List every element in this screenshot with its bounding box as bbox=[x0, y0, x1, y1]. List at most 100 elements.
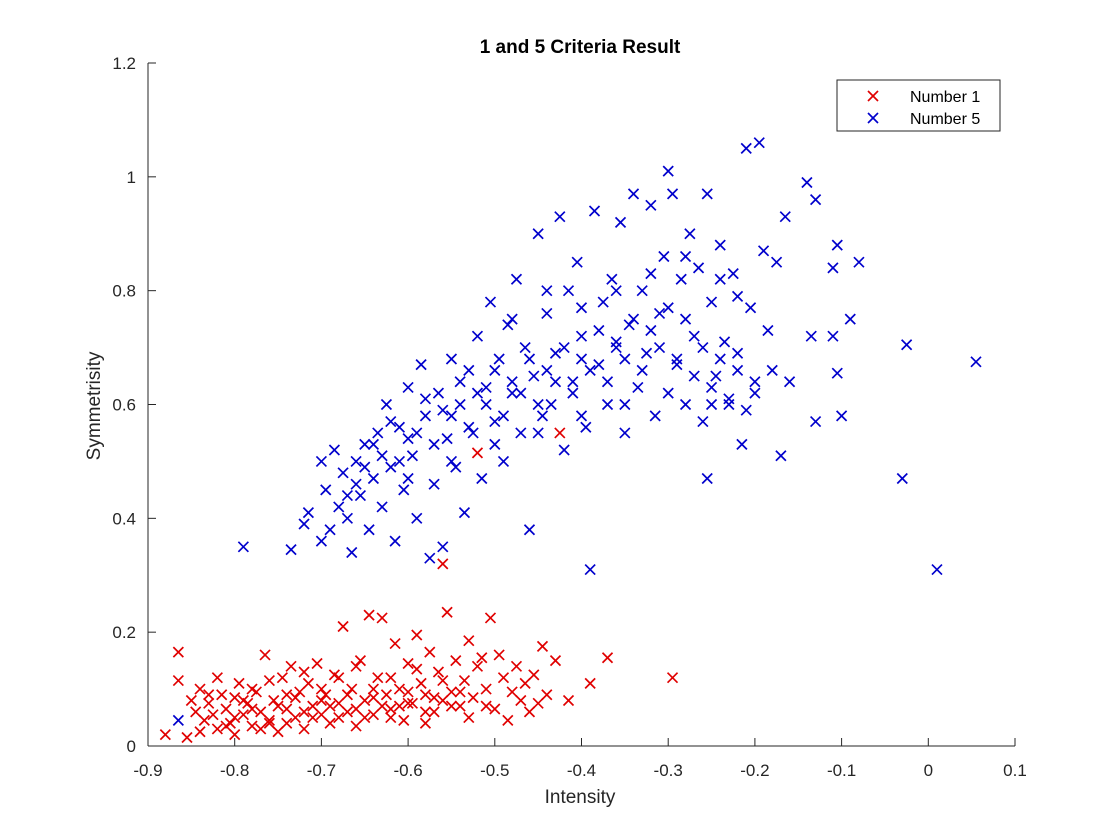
data-point-number-5 bbox=[406, 450, 419, 462]
data-point-number-1 bbox=[233, 677, 245, 689]
data-point-number-5 bbox=[558, 444, 570, 456]
data-point-number-5 bbox=[328, 444, 341, 456]
data-point-number-5 bbox=[354, 489, 367, 502]
data-point-number-1 bbox=[298, 666, 310, 678]
y-tick-label: 1 bbox=[127, 168, 136, 187]
data-point-number-1 bbox=[255, 706, 267, 718]
data-point-number-1 bbox=[298, 723, 310, 735]
legend-label: Number 5 bbox=[910, 111, 980, 128]
data-point-number-5 bbox=[835, 410, 848, 422]
data-point-number-5 bbox=[675, 273, 687, 285]
y-tick-label: 0.6 bbox=[112, 396, 136, 415]
data-point-number-5 bbox=[471, 330, 484, 342]
data-point-number-5 bbox=[970, 356, 982, 368]
data-point-number-5 bbox=[380, 398, 393, 411]
data-point-number-5 bbox=[523, 524, 536, 536]
data-point-number-1 bbox=[311, 657, 323, 670]
data-point-number-5 bbox=[476, 472, 488, 485]
data-point-number-1 bbox=[237, 709, 249, 721]
data-point-number-5 bbox=[333, 501, 345, 513]
data-point-number-5 bbox=[341, 512, 354, 524]
data-point-number-1 bbox=[385, 672, 397, 684]
data-point-number-5 bbox=[710, 370, 722, 382]
data-point-number-5 bbox=[606, 273, 618, 285]
data-point-number-1 bbox=[324, 700, 336, 712]
data-point-number-5 bbox=[601, 376, 614, 388]
data-point-number-5 bbox=[575, 302, 588, 314]
data-point-number-5 bbox=[454, 398, 466, 411]
data-point-number-5 bbox=[697, 415, 709, 428]
legend-label: Number 1 bbox=[910, 89, 980, 106]
data-point-number-5 bbox=[636, 285, 648, 297]
data-point-number-1 bbox=[315, 683, 328, 695]
data-point-number-5 bbox=[324, 524, 336, 536]
data-point-number-5 bbox=[653, 307, 666, 320]
data-point-number-1 bbox=[207, 709, 219, 721]
data-point-number-1 bbox=[298, 706, 310, 718]
data-point-number-5 bbox=[731, 364, 744, 376]
plot-area: -0.9 -0.8 -0.7 -0.6 -0.5 -0.4 -0.3 -0.2 -0.1 0 0.1… bbox=[112, 54, 1026, 780]
data-point-number-1 bbox=[380, 689, 393, 701]
data-point-number-1 bbox=[497, 672, 510, 684]
data-point-number-5 bbox=[567, 387, 579, 399]
data-point-number-1 bbox=[229, 692, 241, 704]
data-point-number-5 bbox=[497, 455, 510, 468]
data-point-number-1 bbox=[454, 686, 466, 698]
data-point-number-5 bbox=[749, 387, 761, 399]
data-point-number-1 bbox=[185, 694, 197, 707]
data-point-number-5 bbox=[415, 359, 427, 371]
data-point-number-1 bbox=[315, 709, 328, 721]
data-point-number-5 bbox=[549, 376, 562, 388]
data-point-number-5 bbox=[545, 398, 557, 411]
data-point-number-1 bbox=[415, 677, 427, 689]
data-point-number-5 bbox=[558, 341, 570, 354]
data-point-number-1 bbox=[276, 672, 288, 684]
data-point-number-1 bbox=[281, 717, 293, 729]
data-point-number-5 bbox=[701, 188, 713, 200]
data-point-number-5 bbox=[528, 370, 540, 382]
data-point-number-1 bbox=[454, 700, 466, 712]
data-point-number-5 bbox=[385, 461, 397, 473]
data-point-number-1 bbox=[324, 717, 336, 729]
data-point-number-5 bbox=[901, 339, 913, 351]
data-point-number-1 bbox=[181, 731, 193, 744]
data-point-number-5 bbox=[398, 484, 410, 496]
data-point-number-5 bbox=[506, 313, 518, 325]
data-point-number-5 bbox=[393, 421, 406, 433]
data-point-number-1 bbox=[398, 714, 410, 726]
data-point-number-5 bbox=[515, 387, 527, 399]
x-tick-label: -0.6 bbox=[393, 761, 422, 780]
data-point-number-1 bbox=[350, 660, 362, 672]
data-point-number-5 bbox=[467, 427, 479, 439]
data-point-number-1 bbox=[268, 694, 280, 707]
data-point-number-5 bbox=[510, 273, 523, 285]
data-point-number-5 bbox=[549, 347, 562, 359]
data-point-number-5 bbox=[489, 415, 501, 428]
data-point-number-1 bbox=[562, 694, 575, 707]
data-point-number-1 bbox=[666, 672, 679, 684]
data-point-number-1 bbox=[584, 677, 596, 689]
data-point-number-5 bbox=[432, 387, 445, 399]
data-point-number-1 bbox=[372, 672, 384, 684]
data-point-number-5 bbox=[931, 563, 943, 576]
data-point-number-5 bbox=[315, 535, 328, 547]
data-point-number-1 bbox=[237, 694, 249, 707]
data-point-number-5 bbox=[541, 285, 553, 297]
data-point-number-5 bbox=[684, 228, 696, 240]
data-point-number-5 bbox=[809, 193, 822, 206]
y-tick-label: 0.2 bbox=[112, 623, 136, 642]
data-point-number-1 bbox=[480, 683, 492, 695]
data-point-number-5 bbox=[623, 319, 635, 331]
data-point-number-1 bbox=[471, 660, 484, 672]
data-point-number-5 bbox=[419, 410, 432, 422]
data-point-number-5 bbox=[649, 410, 661, 422]
data-point-number-1 bbox=[229, 711, 241, 724]
data-point-number-1 bbox=[419, 706, 432, 718]
data-point-number-1 bbox=[437, 694, 449, 707]
data-point-number-5 bbox=[801, 176, 813, 189]
data-point-number-5 bbox=[831, 239, 843, 251]
data-point-number-5 bbox=[636, 364, 648, 376]
data-point-number-5 bbox=[714, 353, 726, 365]
data-point-number-5 bbox=[532, 427, 544, 439]
